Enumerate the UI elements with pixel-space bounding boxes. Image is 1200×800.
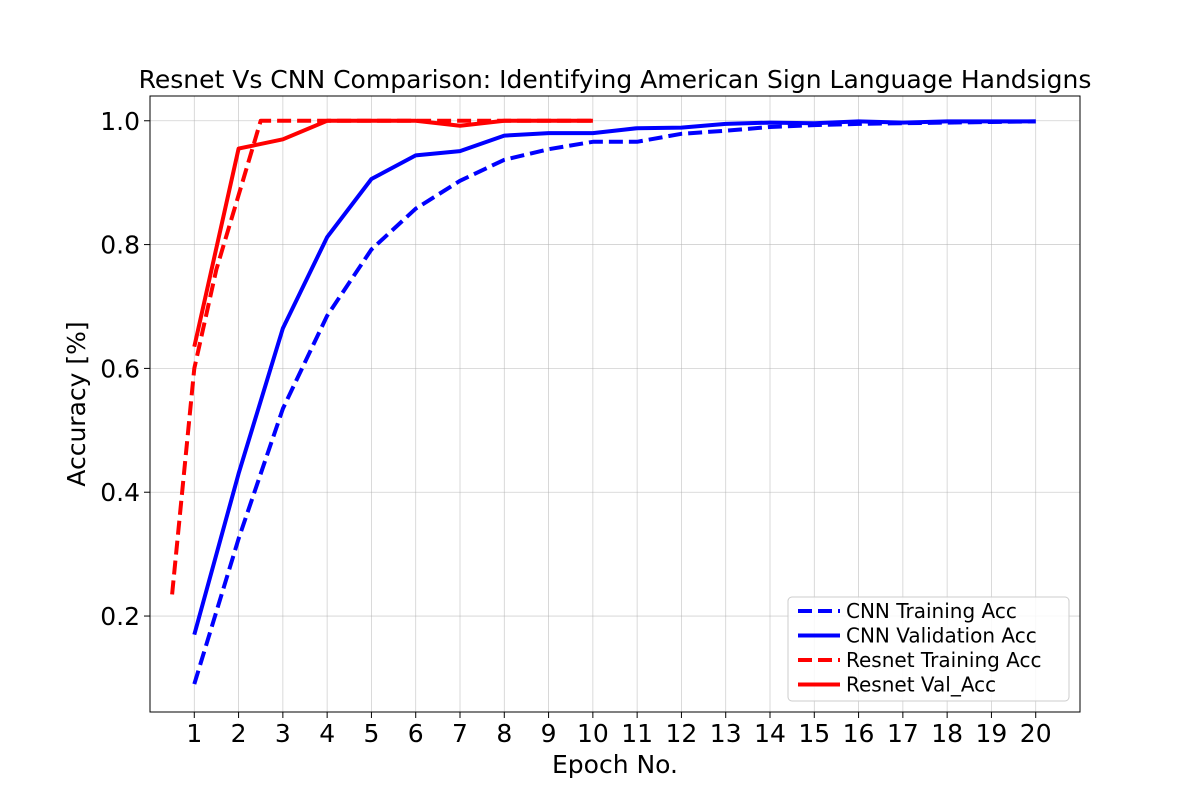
x-tick-label: 8: [496, 719, 512, 748]
x-tick-label: 4: [319, 719, 335, 748]
series-line-resnet-val-acc: [192, 118, 593, 348]
x-tick-label: 6: [408, 719, 424, 748]
x-tick-label: 9: [541, 719, 557, 748]
plot-area: [149, 95, 1081, 713]
x-tick-label: 1: [186, 719, 202, 748]
x-tick-label: 10: [577, 719, 609, 748]
x-tick-label: 18: [931, 719, 963, 748]
y-axis-ticks: 0.2 0.4 0.6 0.8 1.0: [100, 107, 150, 631]
x-tick-label: 17: [887, 719, 919, 748]
y-tick-label: 0.8: [100, 231, 140, 260]
x-tick-label: 2: [231, 719, 247, 748]
x-axis-ticks: 1 2 3 4 5 6 7 8 9 10 11 12 13 14 15 16 17 18 19 20: [186, 712, 1052, 748]
legend-label: CNN Training Acc: [846, 599, 1017, 623]
x-tick-label: 20: [1020, 719, 1052, 748]
legend-label: CNN Validation Acc: [846, 624, 1037, 648]
series-line-cnn-validation-acc: [192, 119, 1036, 636]
legend-label: Resnet Val_Acc: [846, 673, 996, 697]
x-tick-label: 13: [710, 719, 742, 748]
x-tick-label: 19: [976, 719, 1008, 748]
x-tick-label: 11: [621, 719, 653, 748]
series-lines: [170, 118, 1036, 685]
y-tick-label: 0.6: [100, 354, 140, 383]
x-tick-label: 16: [843, 719, 875, 748]
x-tick-label: 15: [798, 719, 830, 748]
x-tick-label: 7: [452, 719, 468, 748]
x-tick-label: 5: [363, 719, 379, 748]
x-axis-label: Epoch No.: [552, 750, 678, 779]
y-axis-label: Accuracy [%]: [62, 321, 91, 486]
legend-box: [787, 596, 1070, 702]
chart-title: Resnet Vs CNN Comparison: Identifying Am…: [139, 65, 1092, 94]
x-tick-label: 12: [666, 719, 698, 748]
legend-label: Resnet Training Acc: [846, 648, 1042, 672]
x-tick-label: 14: [754, 719, 786, 748]
y-tick-label: 0.4: [100, 478, 140, 507]
y-tick-label: 1.0: [100, 107, 140, 136]
x-tick-label: 3: [275, 719, 291, 748]
y-tick-label: 0.2: [100, 602, 140, 631]
